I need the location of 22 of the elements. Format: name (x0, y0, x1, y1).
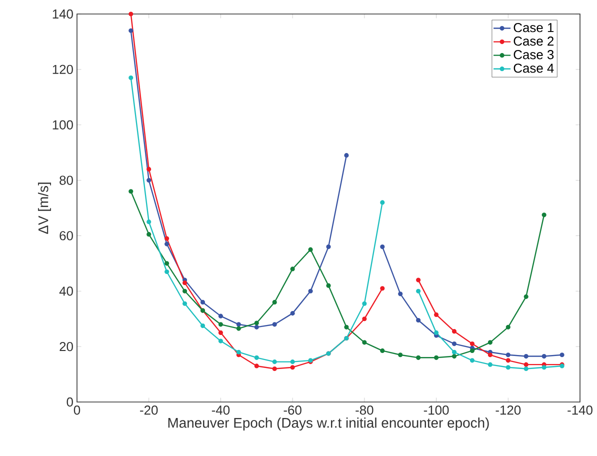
legend-label: Case 4 (514, 64, 554, 73)
x-tick-label: -140 (568, 406, 592, 415)
x-tick-label: -100 (424, 406, 449, 415)
x-tick-label: 0 (74, 406, 80, 415)
y-tick-label: 140 (52, 9, 73, 19)
y-tick-label: 80 (60, 176, 73, 185)
y-tick-label: 0 (66, 397, 73, 407)
x-tick-label: -20 (140, 406, 158, 415)
y-tick-label: 20 (60, 342, 73, 352)
legend-label: Case 2 (514, 36, 554, 46)
x-tick-label: -80 (356, 406, 374, 415)
x-tick-label: -120 (496, 406, 521, 415)
legend-label: Case 1 (514, 23, 554, 32)
y-tick-label: 100 (52, 120, 73, 130)
x-tick-label: -40 (212, 406, 230, 415)
y-tick-label: 40 (59, 286, 73, 296)
x-tick-label: -60 (284, 406, 302, 415)
y-tick-label: 120 (52, 64, 73, 74)
y-tick-label: 60 (60, 231, 73, 240)
y-axis-title: ΔV [m/s] (38, 182, 51, 234)
legend-label: Case 3 (514, 50, 554, 60)
x-axis-title: Maneuver Epoch (Days w.r.t initial encounter epoch) (168, 418, 489, 431)
